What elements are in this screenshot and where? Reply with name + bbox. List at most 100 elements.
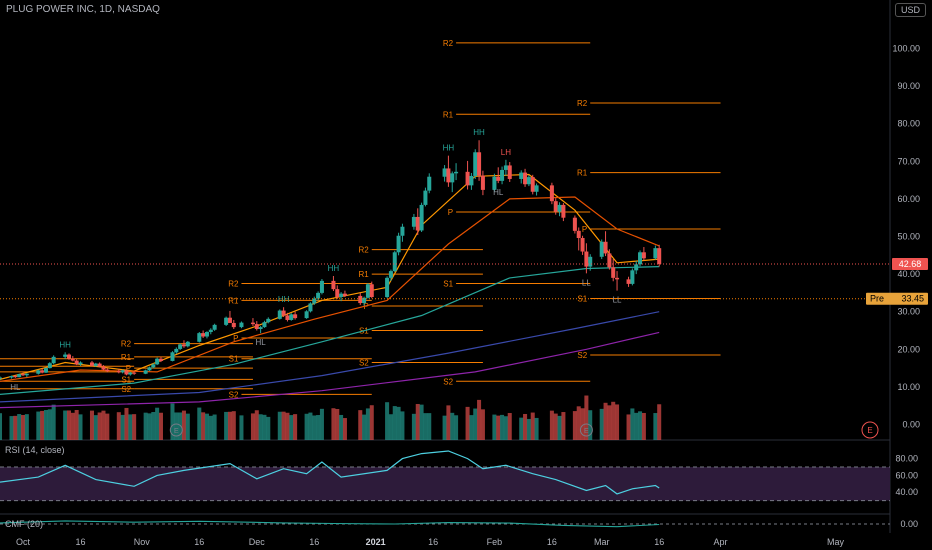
candle-body <box>224 317 229 325</box>
candle-body <box>158 358 163 361</box>
currency-button[interactable]: USD <box>894 3 926 17</box>
volume-bar <box>147 413 152 440</box>
candle-body <box>20 374 26 376</box>
time-tick-label: Oct <box>16 537 31 547</box>
candle-body <box>607 253 612 268</box>
volume-bar <box>63 410 68 440</box>
volume-bar <box>362 414 367 440</box>
candle-body <box>197 333 202 342</box>
swing-label: LH <box>501 148 511 157</box>
candle-body <box>385 277 390 298</box>
price-axis[interactable]: 100.00 90.00 80.00 70.00 60.00 50.00 40.00 30.0… <box>0 44 928 439</box>
volume-bar <box>231 411 236 440</box>
cmf-legend[interactable]: CMF (20) <box>5 519 43 529</box>
candle-body <box>36 370 41 374</box>
candle-body <box>281 310 286 316</box>
volume-bar <box>120 414 125 440</box>
volume-bar <box>369 405 374 440</box>
volume-bar <box>105 413 110 440</box>
candle-body <box>580 238 585 252</box>
price-tick-label: 50.00 <box>897 232 920 242</box>
candle-body <box>653 248 658 259</box>
rsi-pane: 80.00 60.00 40.00 <box>0 450 918 502</box>
pivot-label: R1 <box>443 110 454 119</box>
time-tick-label: 16 <box>194 537 204 547</box>
swing-label: HH <box>278 295 290 304</box>
volume-bar <box>603 402 608 440</box>
candle-body <box>358 295 363 304</box>
pivot-label: S2 <box>359 358 369 367</box>
candle-body <box>105 369 110 372</box>
volume-bar <box>293 414 298 440</box>
candle-body <box>626 279 631 284</box>
time-tick-label: 16 <box>309 537 319 547</box>
moving-average-line <box>0 331 660 409</box>
volume-bar <box>630 408 635 440</box>
volume-bar <box>615 404 620 440</box>
candle-body <box>40 370 45 373</box>
volume-bar <box>304 413 309 440</box>
pivot-label: S2 <box>443 377 453 386</box>
volume-bar <box>657 404 662 440</box>
volume-bar <box>254 410 259 440</box>
candle-body <box>70 358 75 361</box>
volume-bar <box>450 412 455 440</box>
swing-label: LL <box>582 278 591 287</box>
candle-body <box>74 360 79 365</box>
pre-price-value: 33.45 <box>901 294 924 304</box>
candle-body <box>97 363 102 367</box>
candle-body <box>116 371 121 373</box>
pivot-label: P <box>126 364 131 373</box>
candle-body <box>174 348 179 353</box>
candle-body <box>285 315 290 320</box>
time-axis[interactable]: Oct 16 Nov 16 Dec 16 2021 16 Feb 16 Mar 16 Apr May <box>16 537 845 547</box>
volume-bar <box>97 412 102 440</box>
pivot-label: R1 <box>121 353 132 362</box>
time-tick-label: Dec <box>249 537 266 547</box>
swing-label: HH <box>443 144 455 153</box>
rsi-tick-label: 80.00 <box>895 454 918 464</box>
rsi-legend[interactable]: RSI (14, close) <box>5 445 65 455</box>
volume-bar <box>266 416 271 440</box>
swing-label: LL <box>613 296 622 305</box>
candle-body <box>208 329 213 333</box>
volume-bar <box>411 413 416 440</box>
time-tick-label: 16 <box>75 537 85 547</box>
symbol-title[interactable]: PLUG POWER INC, 1D, NASDAQ <box>6 4 160 15</box>
candle-body <box>212 324 217 330</box>
pivot-label: S1 <box>229 355 239 364</box>
volume-bar <box>385 402 390 440</box>
candle-body <box>304 311 309 319</box>
swing-label: HL <box>493 188 504 197</box>
volume-bar <box>607 405 612 440</box>
volume-bar <box>523 413 528 440</box>
last-price-value: 42.68 <box>899 259 922 269</box>
volume-bar <box>442 415 447 440</box>
earnings-marker-label: E <box>174 428 179 435</box>
candlesticks <box>0 140 662 381</box>
volume-bar <box>446 405 451 440</box>
candle-body <box>634 264 639 271</box>
cmf-tick-label: 0.00 <box>900 519 918 529</box>
candle-body <box>43 368 49 373</box>
candle-body <box>519 172 524 179</box>
volume-bar <box>396 406 401 440</box>
candle-body <box>480 175 485 190</box>
volume-bar <box>227 411 232 440</box>
pivot-label: S2 <box>577 351 587 360</box>
candle-body <box>342 293 347 296</box>
candle-body <box>553 201 558 212</box>
volume-bar <box>262 414 267 440</box>
volume-bar <box>492 414 497 440</box>
candle-body <box>0 377 3 379</box>
pivot-label: R1 <box>228 296 239 305</box>
volume-bar <box>143 412 148 440</box>
price-tick-label: 30.00 <box>897 307 920 317</box>
pre-price-label: Pre <box>870 294 884 304</box>
candle-body <box>331 280 336 290</box>
candle-body <box>638 252 643 265</box>
volume-bar <box>66 410 71 440</box>
volume-bar <box>653 413 658 440</box>
candle-body <box>181 344 186 347</box>
